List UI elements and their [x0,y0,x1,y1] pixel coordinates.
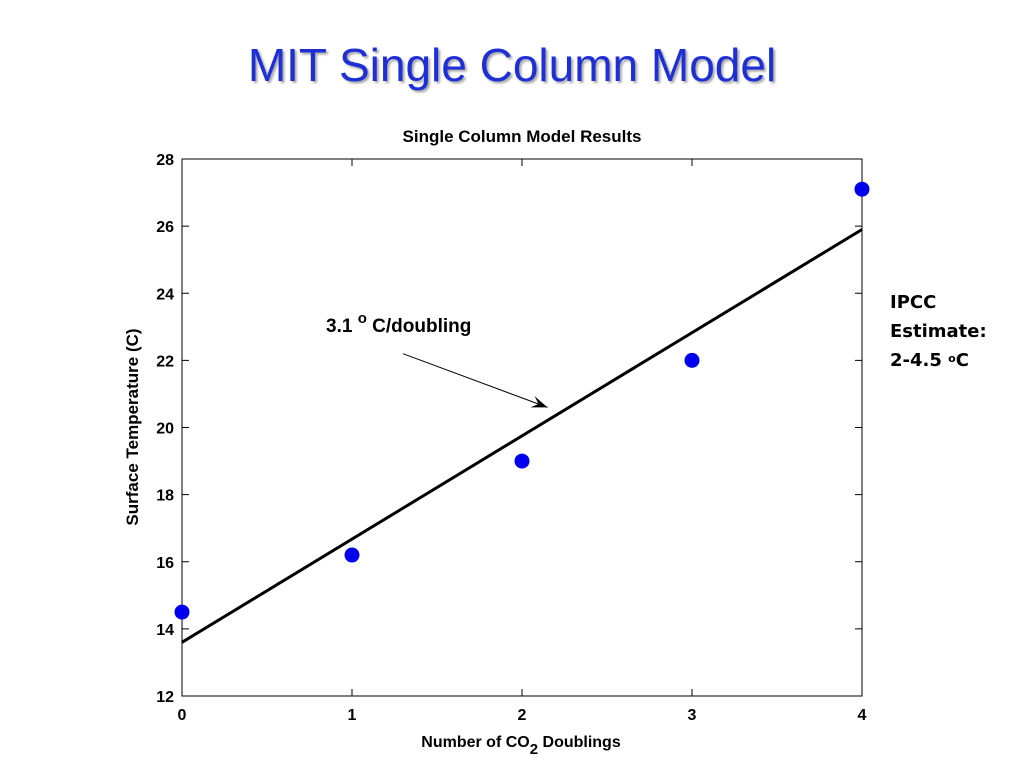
x-tick-label: 2 [518,707,527,724]
y-tick-label: 16 [156,555,174,572]
plot-frame [181,158,863,697]
y-tick-label: 28 [156,152,174,169]
x-axis-label-end: Doublings [538,734,621,751]
slide-title: MIT Single Column Model [247,39,777,91]
annotation-unit: C/doubling [367,316,471,337]
x-tick-label: 4 [858,707,867,724]
annotation-arrow [402,353,548,408]
y-tick-label: 12 [156,689,174,706]
data-point [854,181,870,197]
y-tick-label: 18 [156,488,174,505]
annotation-value: 3.1 [326,316,358,337]
y-tick-label: 26 [156,219,174,236]
fit-line [181,228,863,644]
ipcc-note-line1: IPCC [890,292,937,313]
annotation-degree: o [358,310,367,327]
x-axis-label: Number of CO2 Doublings [421,734,621,758]
ipcc-unit: C [955,350,969,371]
chart-title: Single Column Model Results [403,127,642,146]
y-axis-label: Surface Temperature (C) [123,328,142,525]
data-points [174,181,870,620]
x-axis-label-main: Number of CO [421,734,529,751]
x-axis-label-subscript: 2 [530,741,538,758]
x-tick-label: 3 [688,707,697,724]
y-axis-ticks: 12 14 16 18 20 22 24 26 28 [156,152,862,706]
data-point [514,453,530,469]
data-point [684,352,700,368]
ipcc-note-line2: Estimate: [890,321,987,342]
ipcc-note-line3: 2-4.5 oC [890,346,1020,375]
y-tick-label: 20 [156,421,174,438]
ipcc-degree: o [948,352,956,365]
data-point [174,604,190,620]
y-tick-label: 22 [156,353,174,370]
y-tick-label: 24 [156,286,174,303]
y-tick-label: 14 [156,622,174,639]
x-tick-label: 0 [178,707,187,724]
annotation-label: 3.1 o C/doubling [326,310,471,337]
annotation-arrowhead [530,396,548,408]
x-tick-label: 1 [348,707,357,724]
ipcc-range: 2-4.5 [890,350,949,371]
x-axis-ticks: 0 1 2 3 4 [178,159,867,724]
ipcc-estimate-note: IPCC Estimate: 2-4.5 oC [890,288,1020,375]
data-point [344,547,360,563]
